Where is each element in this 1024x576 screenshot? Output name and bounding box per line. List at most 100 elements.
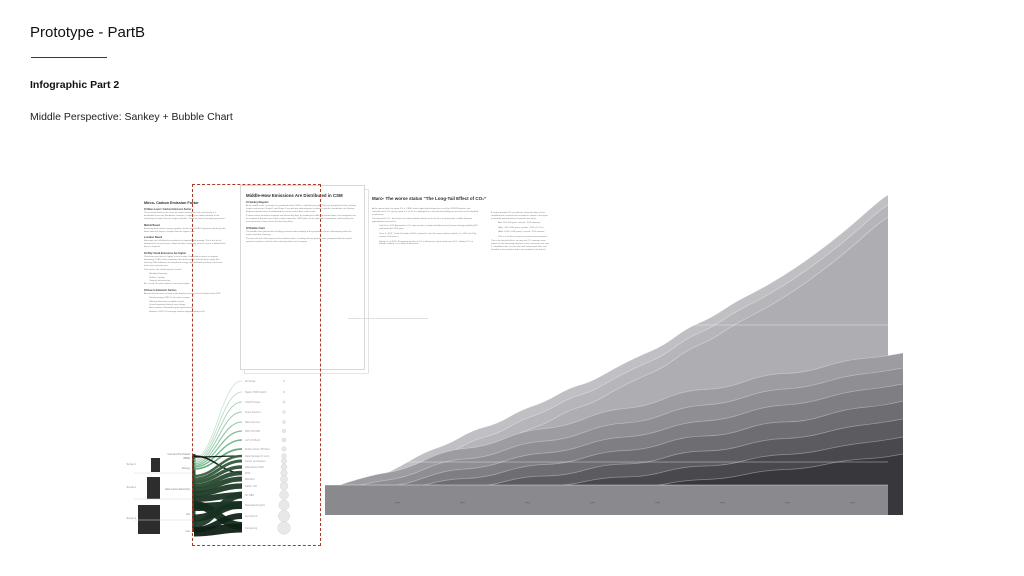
micro-paragraph-3-0: Cloud emission factor is higher in local…: [144, 255, 223, 267]
macro-col1-ref-2: July 14 at, 2011: Atmosphere CO₂ stays i…: [379, 225, 478, 231]
stream-band-edge: [325, 400, 904, 504]
stream-band-edge: [325, 383, 904, 500]
bubble-size-circle: [282, 410, 286, 414]
macro-col2-p-0: A carbon dioxide (CO₂e) molecule release…: [491, 212, 548, 220]
page-title: Prototype - PartB: [30, 24, 146, 41]
sankey-flow-link: [193, 439, 243, 468]
micro-paragraph-2-0: Emissions are calculated according to th…: [144, 240, 226, 249]
macro-col2-ref-2: (May ~300–1000 years: another ~30% of CO…: [498, 226, 544, 229]
bubble-row-label: A-H CO Burst: [245, 439, 261, 442]
bubble-size-circle: [279, 481, 289, 491]
bubble-row-label: All Scope: [245, 380, 256, 383]
sankey-bubble-chart: Scope 1 Scope 2 Scope 3 Fuel and Purchased(…: [126, 380, 291, 537]
sankey-flow-link: [193, 523, 243, 537]
bubble-row-label: Robotics: [245, 478, 255, 481]
bubble-row-label: Str DBA: [245, 494, 254, 497]
x-axis-tick: [655, 502, 660, 504]
bubble-row-label: PaaS / PMO DaCS: [245, 391, 267, 394]
panel-micro: Mirco- Carbon Emission Factor 01 Mass Le…: [144, 201, 226, 314]
middle-paragraph-0-0: At the middle scale, emissions are produ…: [246, 205, 357, 214]
subtitle-infographic: Infographic Part 2: [30, 79, 120, 91]
panel-middle: Middle-How Emissions Are Distributed in …: [246, 193, 357, 245]
micro-list-item-4-2: Overall reporting (offsets) may change: [149, 304, 186, 307]
micro-heading-1: Market Based: [144, 223, 160, 227]
macro-col2-p-5: This is the long tail effect: an early n…: [491, 240, 549, 252]
bubble-size-circle: [279, 490, 289, 500]
sankey-flow-link: [193, 430, 243, 467]
bubble-row-label: Data Storage (D sum): [245, 455, 269, 458]
middle-paragraph-1-1: The area of each circle represents the r…: [246, 238, 352, 244]
middle-panel-title: Middle-How Emissions Are Distributed in …: [246, 193, 343, 198]
bubble-size-circle: [281, 446, 287, 452]
micro-paragraph-4-0: Above listed for mass or factors (the di…: [144, 293, 221, 296]
sankey-flow-link: [193, 470, 243, 489]
bubble-row-label: PRO SO MW: [245, 430, 261, 433]
stacked-area-chart: [325, 194, 904, 515]
macro-col2-ref-3: (After 1,000–5,000 years): around ~20% r…: [498, 231, 545, 234]
sankey-category-label: Scope 1: [126, 462, 136, 466]
sankey-flow-link: [193, 476, 243, 493]
bubble-size-circle: [282, 390, 286, 394]
sankey-node-label: (SBM): [183, 457, 190, 460]
bubble-row-label: POC: [245, 472, 251, 475]
sankey-node-label: Use: [186, 530, 191, 533]
micro-heading-4: 03 How to Emission Factors: [144, 288, 177, 292]
micro-heading-3: 02 Why Cloud Emissions Are Higher: [144, 251, 187, 255]
bubble-row-label: SaaS / SO: [245, 485, 257, 488]
subtitle-perspective: Middle Perspective: Sankey + Bubble Char…: [30, 111, 233, 123]
micro-heading-2: Location Based: [144, 236, 163, 240]
sankey-waist-column: [192, 454, 196, 532]
bubble-size-circle: [280, 475, 288, 483]
macro-panel-title: Maro- The worse status “The Long-Tail Ef…: [372, 196, 487, 201]
micro-tail-3: As a result, the total carbon is even mo…: [144, 283, 190, 286]
micro-list-item-4-1: Different data about enabled net grid: [149, 300, 184, 303]
macro-col1-ref-4: Sophie et al, 2019: “A negative fraction…: [379, 240, 474, 246]
bubble-size-circle: [281, 429, 286, 434]
macro-col1-p-0: At the macro level, we report CO₂e. CSM'…: [372, 208, 479, 216]
macro-column-2: A carbon dioxide (CO₂e) molecule release…: [491, 212, 549, 254]
micro-list-item-3-1: Chillers / cooling: [149, 276, 165, 279]
bubble-size-circle: [281, 458, 287, 464]
bubble-row-label: Gen ETL/A: [245, 515, 258, 518]
micro-list-item-3-0: Standard electricity: [149, 273, 168, 276]
bubble-size-circle: [281, 453, 287, 459]
sankey-node-label: Data Center Electricity: [165, 488, 191, 491]
panel-macro: Maro- The worse status “The Long-Tail Ef…: [372, 196, 549, 251]
micro-list-item-3-2: Capacity infrastructure: [149, 280, 171, 283]
sankey-source-bar: [138, 505, 160, 534]
sankey-category-label: Scope 2: [126, 485, 136, 489]
x-axis-tick: [590, 502, 595, 504]
bubble-size-circle: [282, 400, 286, 404]
micro-paragraph-1-0: Electricity from chosen energy suppliers…: [144, 227, 226, 233]
macro-col1-p-1: The long tail of CO₂: the fraction of ca…: [372, 218, 473, 224]
bubble-size-circle: [282, 420, 286, 424]
middle-paragraph-1-0: The bubble chart (placed after Sankey) p…: [246, 230, 352, 236]
x-axis-tick: [720, 502, 725, 504]
bubble-row-label: Warehouse WFC: [245, 466, 264, 469]
x-axis-tick: [850, 502, 855, 504]
sankey-node-label: Life: [186, 513, 191, 516]
stream-band-edge: [325, 367, 904, 496]
bubble-row-label: CSM Premise: [245, 401, 261, 404]
sankey-source-bar: [147, 477, 160, 499]
gray-mountain-ridge: [325, 194, 889, 509]
micro-panel-title: Mirco- Carbon Emission Factor: [144, 201, 199, 205]
sankey-source-bar: [151, 458, 160, 472]
bubble-size-circle: [277, 521, 291, 535]
stacked-card-front: [240, 185, 365, 370]
bubble-size-circle: [281, 437, 287, 443]
sankey-node-label: Energy: [182, 467, 191, 470]
macro-col2-ref-1: After 100–300 years: around ~50% removed: [498, 222, 541, 225]
sankey-category-label: Scope 3: [126, 516, 136, 520]
macro-col2-ref-4: This is a tail that can persist several …: [498, 235, 548, 238]
micro-paragraph-3-1: This means, the cloud emission should:: [144, 269, 182, 272]
bubble-size-circle: [280, 463, 288, 471]
sankey-flow-link: [193, 401, 243, 462]
middle-heading-0: 01 Sankey Diagram: [246, 201, 269, 204]
micro-list-item-4-4: However, 2019–21 coverage remains approx…: [149, 310, 206, 313]
x-axis-tick: [785, 502, 790, 504]
sankey-node-label: Fuel and Purchased: [168, 453, 191, 456]
sankey-flow-link: [193, 411, 243, 463]
sankey-flow-link: [193, 448, 243, 470]
